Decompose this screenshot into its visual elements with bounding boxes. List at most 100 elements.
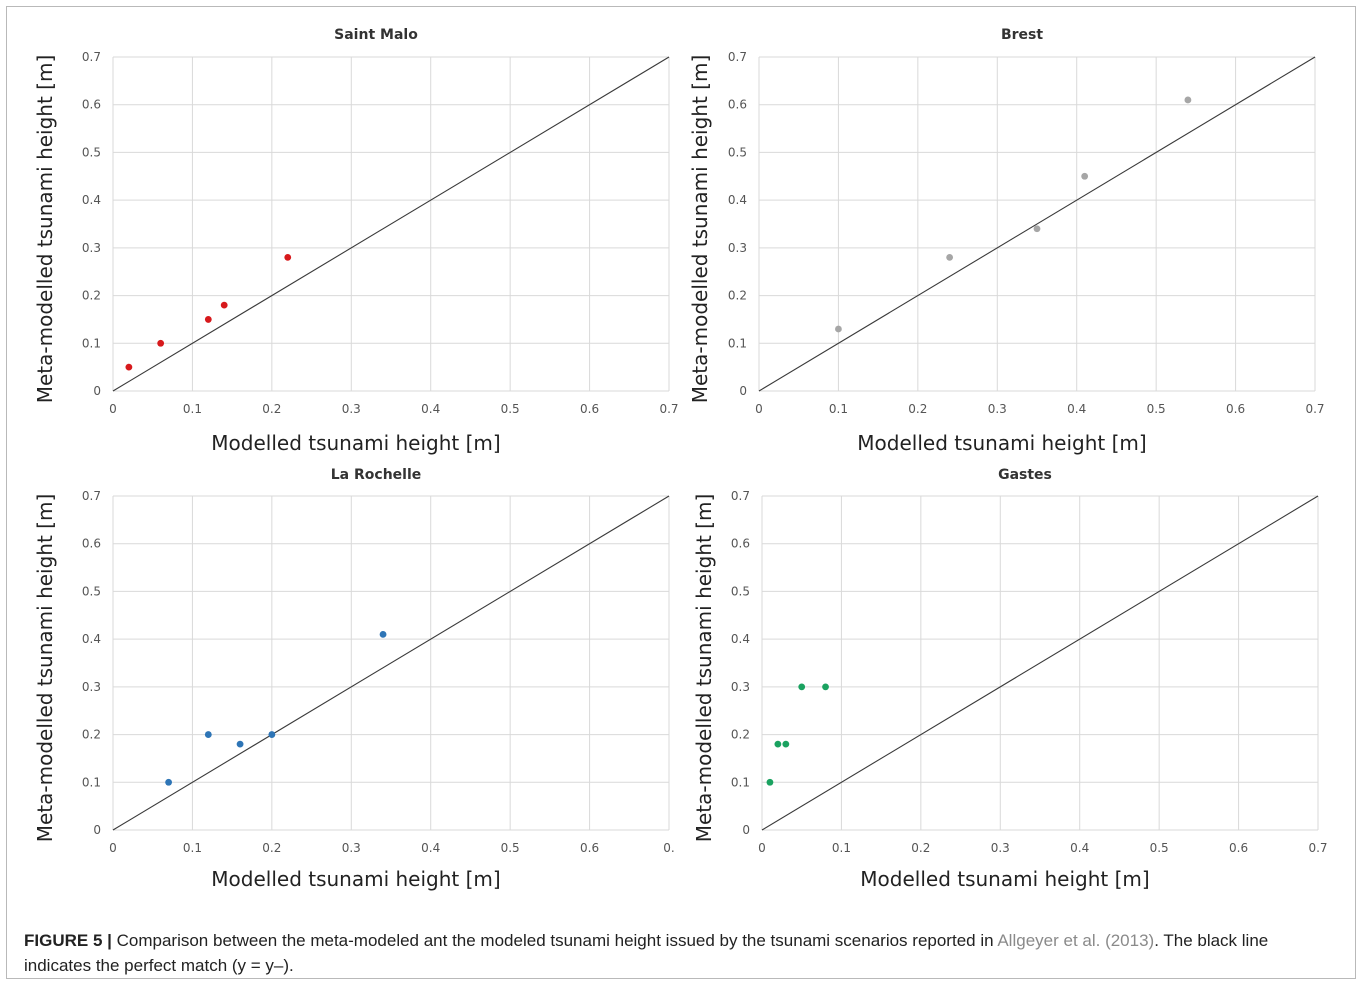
- x-tick-label: 0.6: [1226, 402, 1245, 416]
- x-tick-label: 0.1: [183, 841, 202, 855]
- chart-panel-3: 0 0.1 0.2 0.3 0.4 0.5 0.6 0. 0 0.1 0.2 0.3 0.4 0.5 0.6…: [33, 467, 675, 891]
- x-tick-label: 0.2: [908, 402, 927, 416]
- y-tick-label: 0.3: [731, 680, 750, 694]
- x-tick-label: 0: [755, 402, 763, 416]
- data-point: [125, 363, 133, 371]
- y-tick-label: 0.1: [731, 775, 750, 789]
- y-tick-label: 0.6: [82, 98, 101, 112]
- y-tick-label: 0: [93, 384, 101, 398]
- x-tick-label: 0.7: [1308, 841, 1327, 855]
- y-tick-label: 0.5: [82, 145, 101, 159]
- data-point: [220, 301, 228, 309]
- x-tick-label: 0.1: [829, 402, 848, 416]
- x-tick-label: 0.4: [421, 841, 440, 855]
- y-tick-label: 0.3: [82, 680, 101, 694]
- y-tick-label: 0.6: [82, 537, 101, 551]
- data-point: [204, 316, 212, 323]
- x-tick-label: 0.7: [1305, 402, 1324, 416]
- data-point: [284, 254, 292, 261]
- y-tick-label: 0.7: [731, 489, 750, 503]
- chart-title: La Rochelle: [331, 467, 422, 483]
- y-axis-label: Meta-modelled tsunami height [m]: [692, 494, 716, 843]
- chart-panel-4: 0 0.1 0.2 0.3 0.4 0.5 0.6 0.7 0 0.1 0.2 0.3 0.4 0.5 0.…: [692, 467, 1328, 891]
- data-point: [157, 339, 165, 347]
- data-point: [782, 740, 790, 748]
- x-tick-label: 0.4: [421, 402, 440, 416]
- figure-caption: FIGURE 5 | Comparison between the meta-m…: [24, 928, 1334, 978]
- x-tick-label: 0.7: [659, 402, 678, 416]
- y-tick-label: 0.7: [82, 489, 101, 503]
- y-axis-label: Meta-modelled tsunami height [m]: [33, 55, 57, 404]
- x-tick-label: 0.2: [911, 841, 930, 855]
- y-tick-label: 0.4: [82, 193, 101, 207]
- x-tick-label: 0: [758, 841, 766, 855]
- y-tick-label: 0.6: [731, 537, 750, 551]
- data-point: [165, 778, 173, 786]
- caption-reference-link[interactable]: Allgeyer et al. (2013): [997, 931, 1155, 950]
- x-axis-label: Modelled tsunami height [m]: [860, 867, 1149, 891]
- x-tick-label: 0.: [663, 841, 674, 855]
- caption-text-end: . The black line indicates the perfect m…: [24, 931, 1269, 975]
- caption-text: Comparison between the meta-modeled ant …: [111, 931, 998, 950]
- y-tick-label: 0.5: [728, 145, 747, 159]
- data-point: [822, 683, 829, 691]
- data-point: [1033, 225, 1041, 233]
- y-axis-label: Meta-modelled tsunami height [m]: [688, 55, 712, 404]
- reference-line: [112, 56, 670, 392]
- data-point: [204, 731, 212, 738]
- y-axis-label: Meta-modelled tsunami height [m]: [33, 494, 57, 843]
- y-tick-label: 0.2: [728, 289, 747, 303]
- data-point: [1184, 96, 1192, 104]
- x-tick-label: 0.4: [1070, 841, 1089, 855]
- data-point: [774, 740, 782, 748]
- x-tick-label: 0.5: [1147, 402, 1166, 416]
- data-point: [798, 683, 806, 691]
- y-tick-label: 0: [739, 384, 747, 398]
- x-tick-label: 0.1: [183, 402, 202, 416]
- y-tick-label: 0.2: [82, 728, 101, 742]
- x-tick-label: 0.5: [1150, 841, 1169, 855]
- x-tick-label: 0.2: [262, 841, 281, 855]
- caption-label: FIGURE 5 |: [24, 931, 112, 950]
- data-point: [946, 254, 954, 261]
- data-point: [379, 630, 387, 638]
- chart-panel-1: 0 0.1 0.2 0.3 0.4 0.5 0.6 0.7 0 0.1 0.2 0.3 0.4 0.5 0.…: [33, 27, 679, 455]
- y-tick-label: 0.3: [728, 241, 747, 255]
- x-tick-label: 0.3: [991, 841, 1010, 855]
- x-tick-label: 0.3: [342, 841, 361, 855]
- y-tick-label: 0.4: [731, 632, 750, 646]
- x-axis-label: Modelled tsunami height [m]: [211, 431, 500, 455]
- chart-title: Brest: [1001, 27, 1043, 43]
- x-axis-label: Modelled tsunami height [m]: [211, 867, 500, 891]
- x-tick-label: 0.1: [832, 841, 851, 855]
- y-tick-label: 0: [93, 823, 101, 837]
- y-tick-label: 0.3: [82, 241, 101, 255]
- y-tick-label: 0.2: [82, 289, 101, 303]
- x-tick-label: 0.6: [580, 841, 599, 855]
- data-point: [1081, 172, 1089, 180]
- x-tick-label: 0.3: [988, 402, 1007, 416]
- x-tick-label: 0: [109, 841, 117, 855]
- y-tick-label: 0.5: [82, 584, 101, 598]
- y-tick-label: 0.1: [82, 336, 101, 350]
- reference-line: [761, 495, 1319, 831]
- data-point: [268, 731, 276, 738]
- x-axis-label: Modelled tsunami height [m]: [857, 431, 1146, 455]
- chart-title: Saint Malo: [334, 27, 418, 43]
- x-tick-label: 0: [109, 402, 117, 416]
- y-tick-label: 0.5: [731, 584, 750, 598]
- y-tick-label: 0.2: [731, 728, 750, 742]
- reference-line: [758, 56, 1316, 392]
- reference-line: [112, 495, 670, 831]
- y-tick-label: 0.4: [82, 632, 101, 646]
- y-tick-label: 0.6: [728, 98, 747, 112]
- x-tick-label: 0.5: [501, 402, 520, 416]
- data-point: [236, 740, 244, 748]
- x-tick-label: 0.2: [262, 402, 281, 416]
- y-tick-label: 0: [742, 823, 750, 837]
- x-tick-label: 0.5: [501, 841, 520, 855]
- y-tick-label: 0.1: [82, 775, 101, 789]
- chart-panel-2: 0 0.1 0.2 0.3 0.4 0.5 0.6 0.7 0 0.1 0.2 0.3 0.4 0.5 0.…: [688, 27, 1325, 455]
- chart-title: Gastes: [998, 467, 1052, 483]
